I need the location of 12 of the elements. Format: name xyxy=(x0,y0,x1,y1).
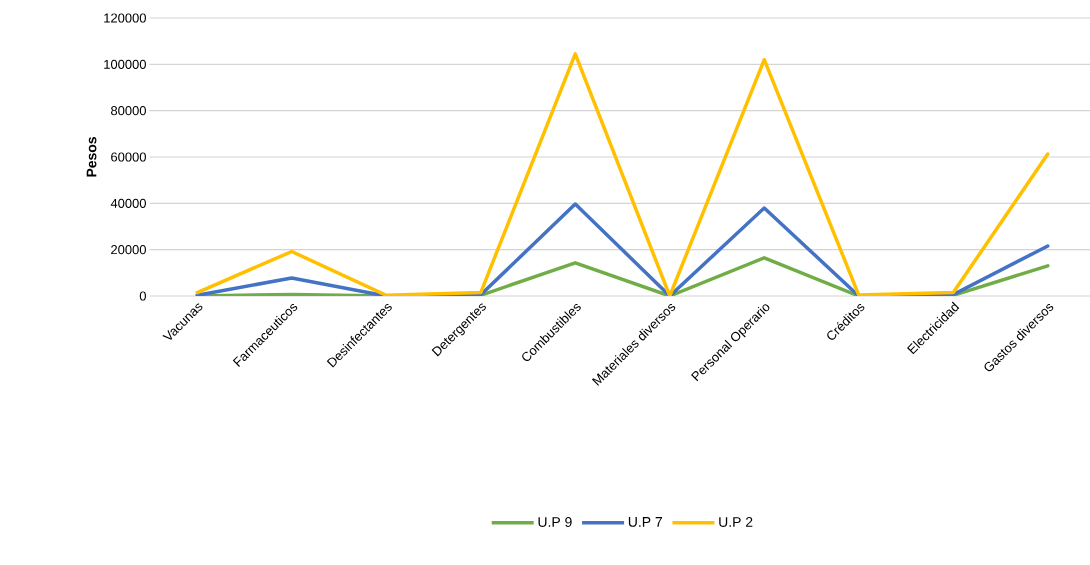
legend-label: U.P 7 xyxy=(628,517,662,527)
y-tick-label: 60000 xyxy=(111,152,146,162)
line-series xyxy=(195,52,1050,296)
legend-label: U.P 9 xyxy=(538,517,572,527)
y-tick-label: 20000 xyxy=(111,245,146,255)
y-tick-label: 100000 xyxy=(104,59,146,69)
legend-label: U.P 2 xyxy=(719,517,753,527)
y-tick-label: 80000 xyxy=(111,106,146,116)
y-axis-title: Pesos xyxy=(86,137,97,177)
y-tick-label: 0 xyxy=(139,291,146,301)
y-tick-label: 120000 xyxy=(104,13,146,23)
y-tick-label: 40000 xyxy=(110,198,146,208)
